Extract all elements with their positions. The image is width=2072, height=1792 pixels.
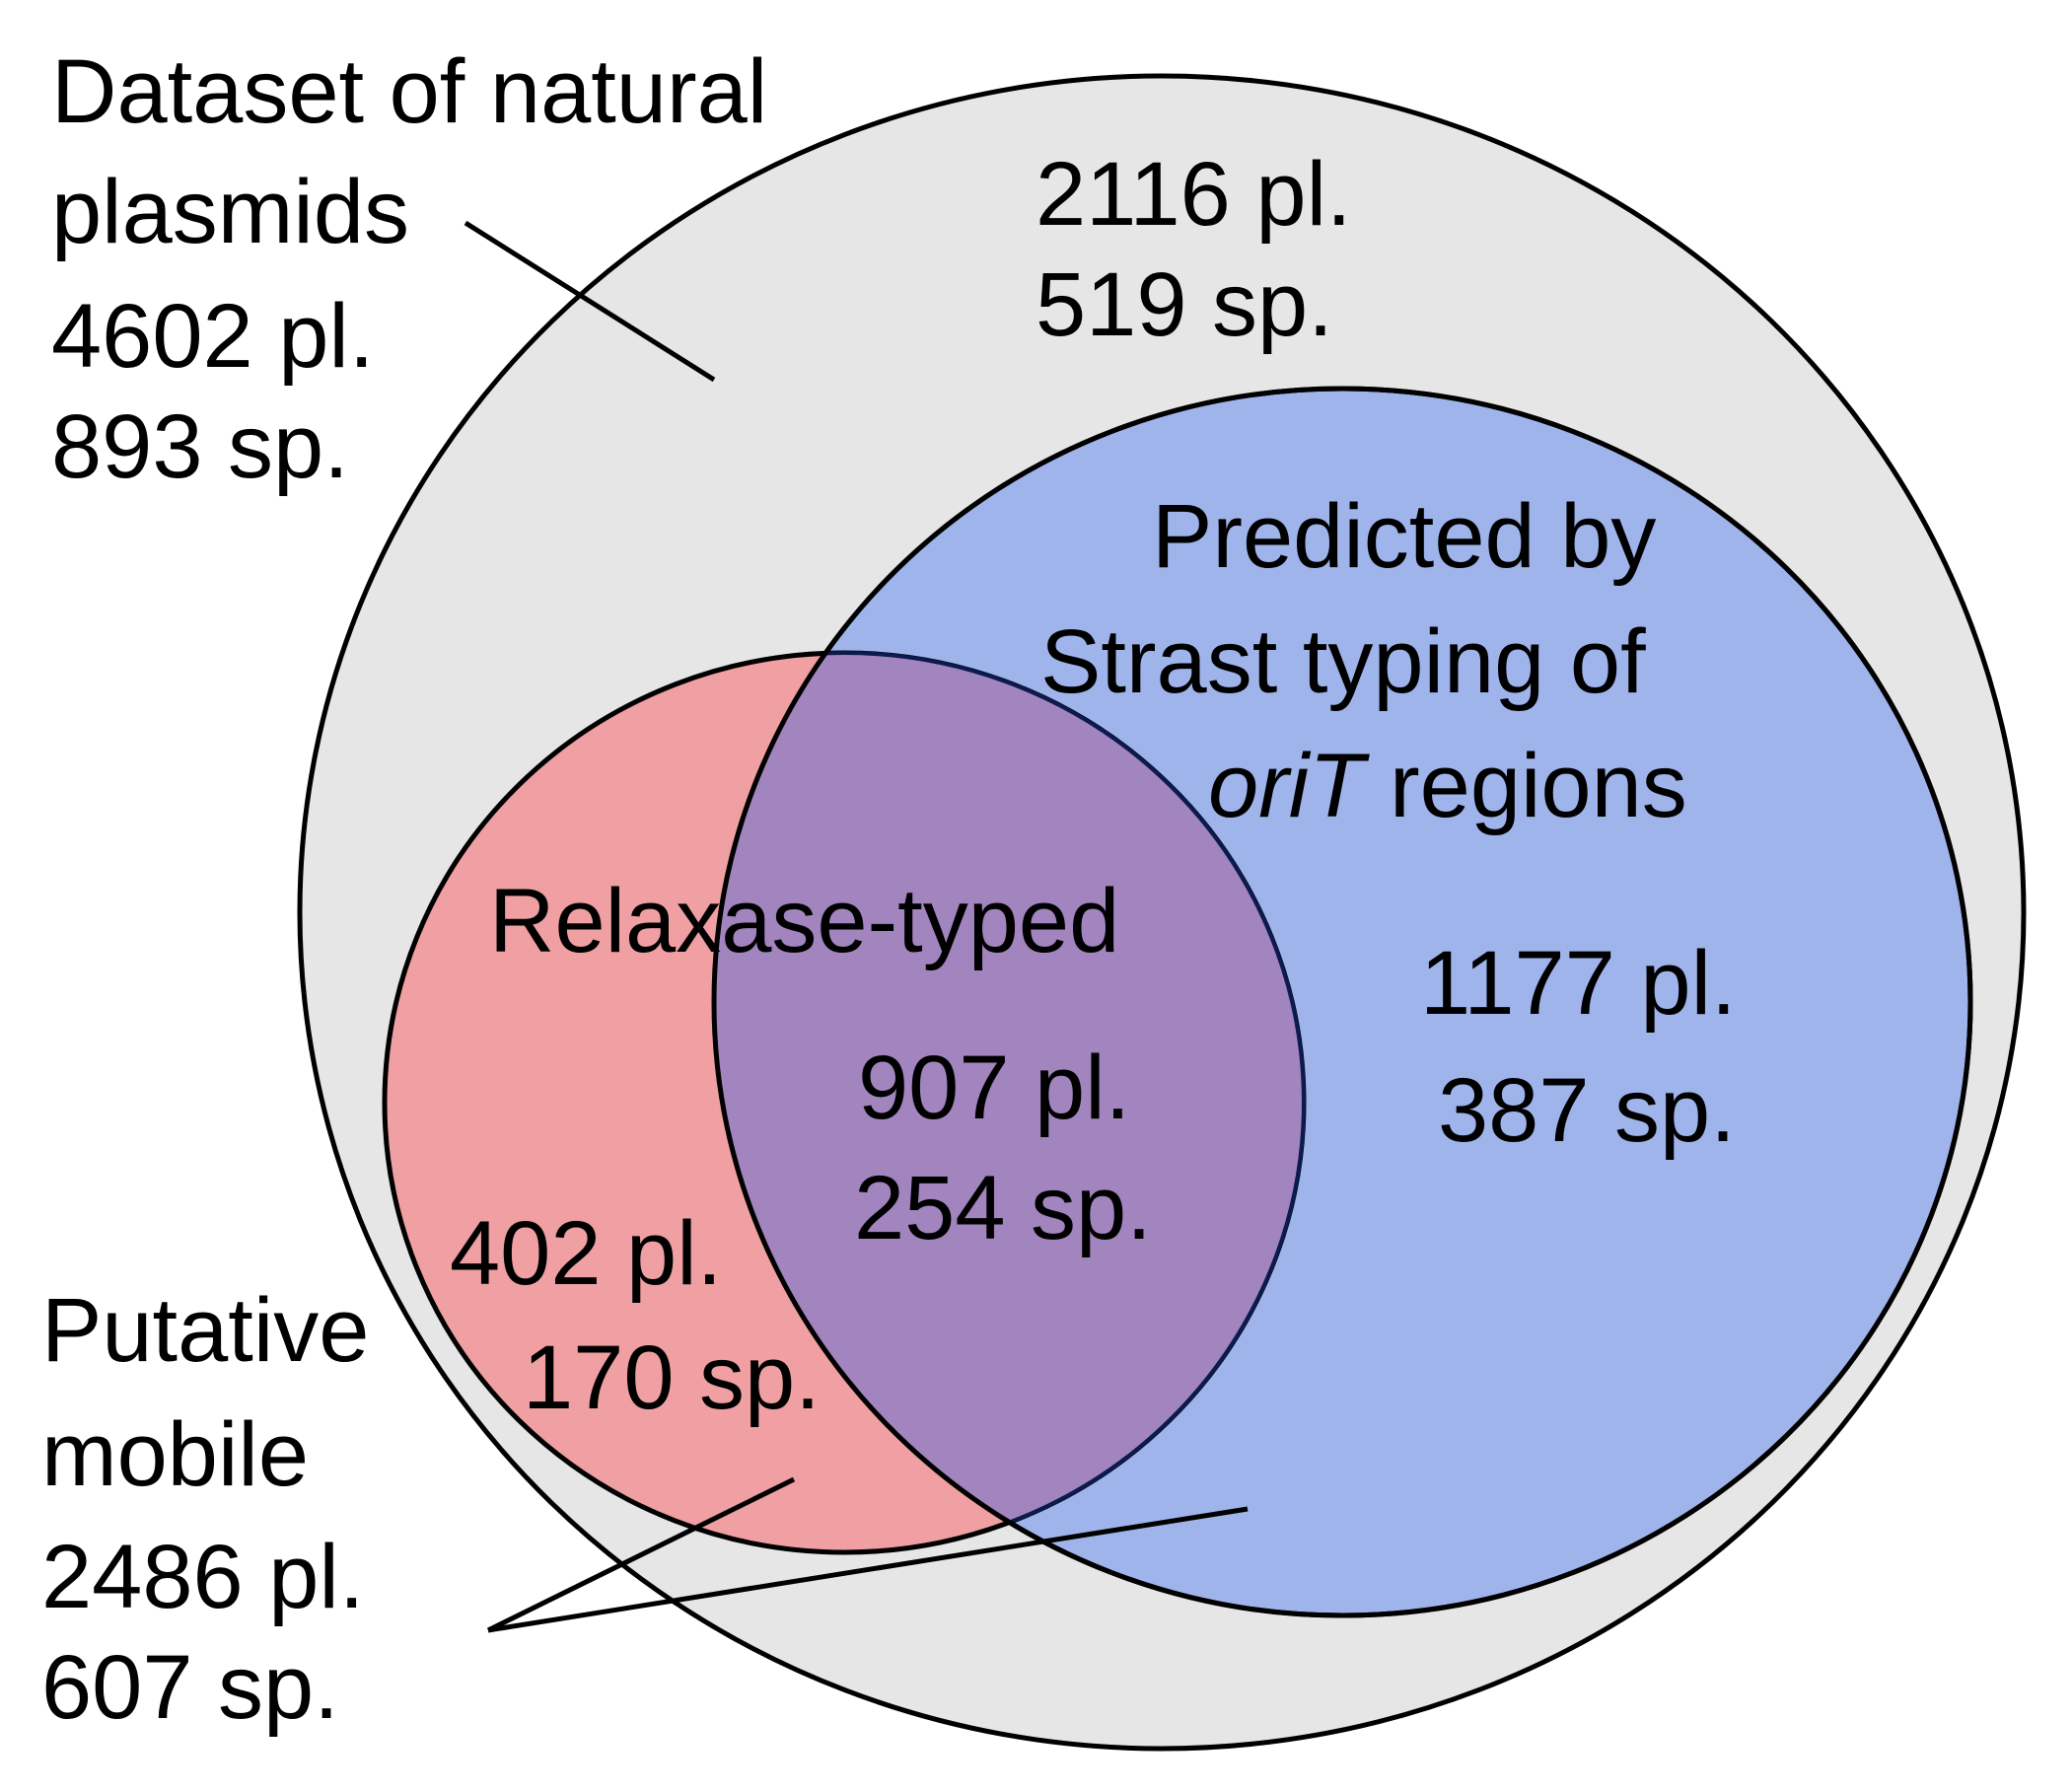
relaxase-only-species-count: 170 sp. xyxy=(523,1327,821,1428)
orit-title-line3: oriT regions xyxy=(1208,736,1687,836)
dataset-plasmid-count: 4602 pl. xyxy=(51,286,374,387)
overlap-plasmid-count: 907 pl. xyxy=(858,1038,1130,1138)
overlap-species-count: 254 sp. xyxy=(854,1158,1152,1258)
orit-outline xyxy=(711,386,1973,1618)
mobile-species-count: 607 sp. xyxy=(41,1637,339,1738)
mobile-plasmid-count: 2486 pl. xyxy=(41,1527,364,1627)
dataset-only-species-count: 519 sp. xyxy=(1036,254,1333,355)
orit-only-species-count: 387 sp. xyxy=(1438,1060,1736,1161)
mobile-title-line2: mobile xyxy=(41,1404,309,1505)
mobile-leader-line-orit xyxy=(487,1506,1249,1633)
orit-title-line2: Strast typing of xyxy=(1040,611,1646,712)
mobile-title-line1: Putative xyxy=(41,1280,369,1381)
dataset-title-line1: Dataset of natural xyxy=(51,41,767,142)
mobile-leader-line-relaxase xyxy=(486,1476,796,1633)
orit-title-line1: Predicted by xyxy=(1152,486,1656,587)
dataset-leader-line xyxy=(464,220,716,383)
relaxase-only-plasmid-count: 402 pl. xyxy=(450,1203,722,1304)
dataset-title-line2: plasmids xyxy=(51,162,409,262)
orit-only-plasmid-count: 1177 pl. xyxy=(1420,933,1737,1034)
dataset-only-plasmid-count: 2116 pl. xyxy=(1036,144,1352,245)
dataset-species-count: 893 sp. xyxy=(51,396,349,497)
relaxase-title: Relaxase-typed xyxy=(489,871,1119,971)
